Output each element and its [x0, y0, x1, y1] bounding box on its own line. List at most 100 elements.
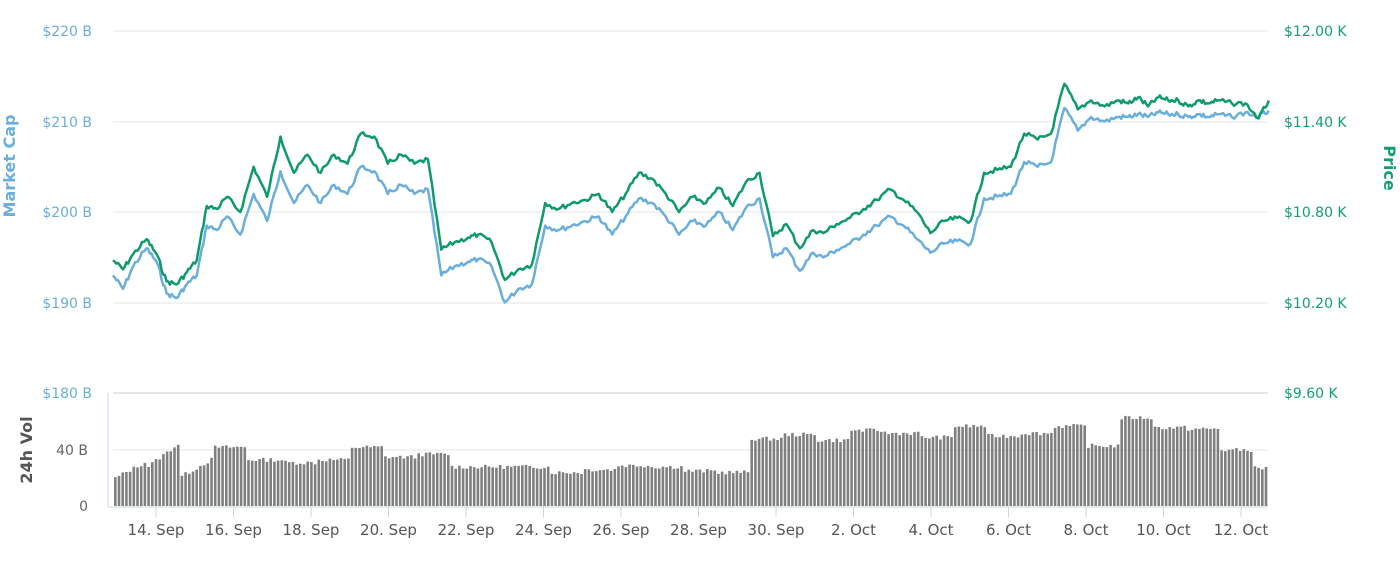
volume-bar[interactable]	[343, 459, 346, 506]
volume-bar[interactable]	[239, 446, 243, 506]
volume-bar[interactable]	[694, 469, 698, 506]
volume-bar[interactable]	[480, 467, 483, 506]
volume-bar[interactable]	[650, 467, 654, 506]
volume-bar[interactable]	[817, 441, 820, 506]
volume-bar[interactable]	[199, 465, 202, 506]
volume-bar[interactable]	[842, 439, 846, 506]
volume-bar[interactable]	[472, 467, 476, 506]
volume-bar[interactable]	[376, 446, 380, 506]
volume-bar[interactable]	[361, 447, 365, 506]
volume-bar[interactable]	[332, 460, 335, 506]
volume-bar[interactable]	[957, 426, 961, 507]
volume-bar[interactable]	[1138, 416, 1142, 506]
volume-bar[interactable]	[990, 434, 994, 506]
volume-bar[interactable]	[983, 427, 987, 506]
volume-bar[interactable]	[1183, 425, 1186, 506]
volume-bar[interactable]	[1205, 428, 1209, 506]
volume-bar[interactable]	[854, 430, 857, 506]
volume-bar[interactable]	[498, 465, 502, 506]
volume-bar[interactable]	[965, 424, 968, 506]
volume-bar[interactable]	[225, 445, 228, 506]
volume-bar[interactable]	[336, 459, 339, 506]
volume-bar[interactable]	[872, 428, 876, 506]
volume-bar[interactable]	[1016, 437, 1020, 506]
volume-bar[interactable]	[905, 433, 909, 506]
volume-bar[interactable]	[1253, 466, 1257, 506]
volume-bar[interactable]	[687, 469, 691, 506]
volume-bar[interactable]	[262, 457, 265, 506]
volume-bar[interactable]	[458, 465, 461, 506]
volume-bar[interactable]	[1164, 429, 1168, 506]
volume-bar[interactable]	[539, 468, 543, 506]
volume-bar[interactable]	[891, 433, 894, 506]
volume-bar[interactable]	[1235, 448, 1238, 506]
volume-bar[interactable]	[250, 460, 254, 506]
volume-bar[interactable]	[861, 431, 864, 506]
volume-bar[interactable]	[794, 436, 798, 507]
volume-bar[interactable]	[1209, 429, 1212, 506]
volume-bar[interactable]	[173, 447, 176, 506]
volume-bar[interactable]	[676, 468, 679, 506]
volume-bar[interactable]	[646, 465, 650, 506]
volume-bar[interactable]	[202, 465, 206, 506]
volume-bar[interactable]	[939, 439, 942, 507]
volume-bar[interactable]	[191, 471, 195, 507]
volume-bar[interactable]	[128, 471, 132, 506]
volume-bar[interactable]	[820, 441, 824, 506]
volume-bar[interactable]	[421, 456, 424, 506]
volume-bar[interactable]	[265, 461, 269, 506]
volume-bar[interactable]	[391, 457, 395, 506]
volume-bar[interactable]	[528, 466, 531, 506]
volume-bar[interactable]	[1039, 435, 1042, 506]
volume-bar[interactable]	[188, 473, 191, 506]
volume-bar[interactable]	[709, 470, 713, 506]
volume-bar[interactable]	[406, 456, 409, 506]
volume-bar[interactable]	[913, 432, 916, 506]
volume-bar[interactable]	[1101, 446, 1105, 506]
volume-bar[interactable]	[746, 472, 750, 506]
volume-bar[interactable]	[513, 465, 517, 506]
volume-bar[interactable]	[728, 471, 731, 506]
volume-bar[interactable]	[1257, 467, 1260, 506]
volume-bar[interactable]	[598, 470, 602, 506]
volume-bar[interactable]	[1002, 434, 1005, 506]
volume-bar[interactable]	[713, 470, 716, 507]
volume-bar[interactable]	[1020, 434, 1024, 506]
volume-bar[interactable]	[720, 471, 724, 506]
volume-bar[interactable]	[768, 440, 772, 506]
volume-bar[interactable]	[1005, 437, 1009, 506]
volume-bar[interactable]	[1261, 469, 1264, 506]
volume-bar[interactable]	[724, 474, 728, 506]
volume-bar[interactable]	[831, 442, 835, 506]
volume-bar[interactable]	[924, 437, 927, 506]
volume-bar[interactable]	[902, 432, 905, 506]
volume-bar[interactable]	[1057, 426, 1061, 506]
volume-bar[interactable]	[1212, 428, 1216, 506]
volume-bar[interactable]	[1090, 443, 1094, 506]
volume-bar[interactable]	[783, 433, 787, 506]
volume-bar[interactable]	[672, 468, 676, 506]
volume-bar[interactable]	[365, 445, 369, 506]
volume-bar[interactable]	[280, 460, 284, 506]
volume-bar[interactable]	[136, 467, 139, 506]
volume-bar[interactable]	[554, 474, 557, 506]
volume-bar[interactable]	[1113, 447, 1116, 506]
volume-bar[interactable]	[487, 466, 491, 507]
volume-bar[interactable]	[968, 427, 972, 506]
volume-bar[interactable]	[757, 438, 761, 506]
volume-bar[interactable]	[1238, 451, 1242, 506]
price-line[interactable]	[112, 82, 1270, 286]
volume-bar[interactable]	[310, 462, 313, 506]
volume-bar[interactable]	[299, 463, 302, 506]
volume-bar[interactable]	[846, 439, 850, 506]
volume-bar[interactable]	[1153, 426, 1157, 506]
volume-bar[interactable]	[569, 473, 572, 506]
volume-bar[interactable]	[717, 473, 720, 506]
volume-bar[interactable]	[979, 425, 983, 506]
volume-bar[interactable]	[461, 468, 465, 506]
volume-bar[interactable]	[916, 431, 920, 506]
volume-bar[interactable]	[735, 470, 739, 506]
volume-bar[interactable]	[287, 462, 291, 506]
volume-bar[interactable]	[628, 464, 631, 507]
volume-bar[interactable]	[1079, 424, 1083, 507]
